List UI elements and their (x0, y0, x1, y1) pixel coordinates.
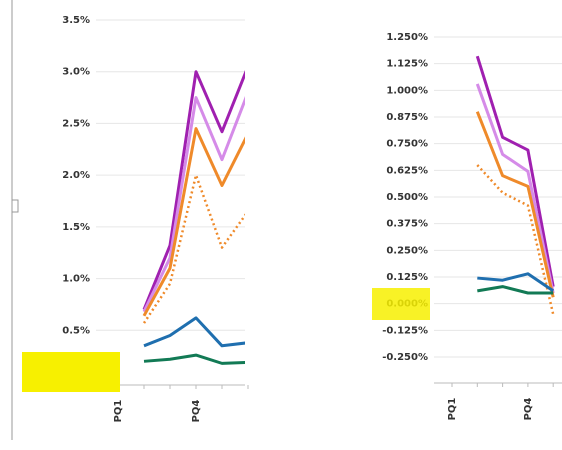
series-line (475, 55, 555, 287)
y-tick-label: -0.125% (382, 325, 428, 336)
y-tick-label: 0.875% (386, 112, 428, 123)
series-line (477, 272, 555, 293)
series-line (142, 70, 245, 311)
x-tick-label: PQ4 (523, 398, 534, 421)
series-line (143, 316, 245, 348)
x-tick-label: PQ4 (191, 400, 202, 423)
plot-area (475, 55, 555, 315)
plot-area (142, 70, 245, 365)
y-tick-label: 3.5% (62, 15, 90, 26)
y-tick-label: 1.250% (386, 32, 428, 43)
y-tick-label: -0.250% (382, 352, 428, 363)
y-tick-label: 0.750% (386, 139, 428, 150)
frame-edge (11, 0, 19, 440)
series-line (143, 353, 245, 365)
series-line (142, 95, 245, 313)
x-tick-label: PQ1 (447, 398, 458, 421)
y-tick-label: 3.0% (62, 67, 90, 78)
y-tick-label: 1.5% (62, 222, 90, 233)
series-line (475, 111, 555, 298)
y-tick-label: 1.000% (386, 85, 428, 96)
series-line (476, 164, 555, 315)
y-tick-label: 1.0% (62, 274, 90, 285)
y-tick-label: 0.125% (386, 272, 428, 283)
y-tick-label: 0.5% (62, 325, 90, 336)
y-tick-label: 1.125% (386, 59, 428, 70)
x-tick-label: PQ1 (113, 400, 124, 423)
series-line (142, 127, 245, 317)
y-tick-label: 0.625% (386, 165, 428, 176)
highlight (372, 288, 430, 320)
y-tick-label: 2.5% (62, 118, 90, 129)
y-tick-label: 0.250% (386, 245, 428, 256)
y-tick-label: 0.375% (386, 219, 428, 230)
series-line (475, 83, 555, 294)
y-tick-label: 2.0% (62, 170, 90, 181)
y-tick-label: 0.500% (386, 192, 428, 203)
series-line (142, 173, 245, 324)
highlight (22, 352, 120, 392)
series-line (477, 285, 554, 295)
